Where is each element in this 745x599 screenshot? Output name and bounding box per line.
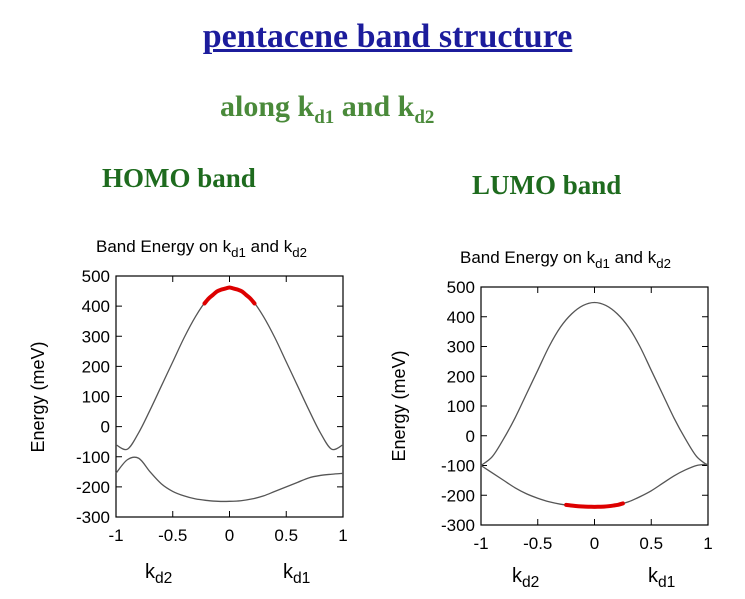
x-axis-label-right: kd1	[283, 561, 310, 587]
y-tick-label: -300	[441, 516, 475, 535]
subtitle-sub1: d1	[314, 107, 335, 128]
x-tick-label: 0.5	[274, 526, 298, 545]
y-tick-label: -200	[441, 486, 475, 505]
y-axis-label: Energy (meV)	[28, 341, 48, 452]
y-tick-label: 0	[101, 418, 110, 437]
y-tick-label: 0	[466, 427, 475, 446]
y-tick-label: 500	[447, 278, 475, 297]
y-tick-label: 200	[82, 357, 110, 376]
x-tick-label: 0.5	[639, 534, 663, 553]
x-tick-label: -0.5	[523, 534, 552, 553]
y-tick-label: -300	[76, 508, 110, 527]
y-tick-label: 500	[82, 267, 110, 286]
page-title: pentacene band structure	[202, 18, 573, 55]
y-tick-label: 100	[82, 388, 110, 407]
y-tick-label: 300	[82, 327, 110, 346]
x-tick-label: 1	[703, 534, 712, 553]
x-axis-label-left: kd2	[512, 565, 539, 591]
x-axis-label-right: kd1	[648, 565, 675, 591]
chart-title: Band Energy on kd1 and kd2	[460, 248, 671, 271]
x-tick-label: 0	[590, 534, 599, 553]
x-tick-label: 0	[225, 526, 234, 545]
highlight-segment	[564, 501, 625, 509]
page-subtitle: along kd1 and kd2	[220, 90, 434, 129]
series-line-0	[480, 301, 709, 467]
x-tick-label: -0.5	[158, 526, 187, 545]
subtitle-sub2: d2	[414, 107, 435, 128]
y-tick-label: 300	[447, 338, 475, 357]
y-tick-label: -100	[76, 448, 110, 467]
y-tick-label: -100	[441, 457, 475, 476]
y-axis-label: Energy (meV)	[389, 350, 409, 461]
plot-frame	[480, 286, 709, 526]
series-line-1	[480, 463, 709, 508]
subtitle-mid: and k	[334, 90, 415, 123]
highlight-segment	[202, 285, 257, 306]
x-tick-label: -1	[108, 526, 123, 545]
lumo-band-label: LUMO band	[472, 170, 622, 200]
homo-band-label: HOMO band	[102, 163, 256, 193]
y-tick-label: 100	[447, 397, 475, 416]
x-tick-label: -1	[473, 534, 488, 553]
y-tick-label: 400	[82, 297, 110, 316]
y-tick-label: 400	[447, 308, 475, 327]
subtitle-prefix: along k	[220, 90, 315, 123]
chart-title: Band Energy on kd1 and kd2	[96, 237, 307, 260]
series-line-1	[115, 456, 344, 503]
x-axis-label-left: kd2	[145, 561, 172, 587]
y-tick-label: -200	[76, 478, 110, 497]
y-tick-label: 200	[447, 367, 475, 386]
x-tick-label: 1	[338, 526, 347, 545]
